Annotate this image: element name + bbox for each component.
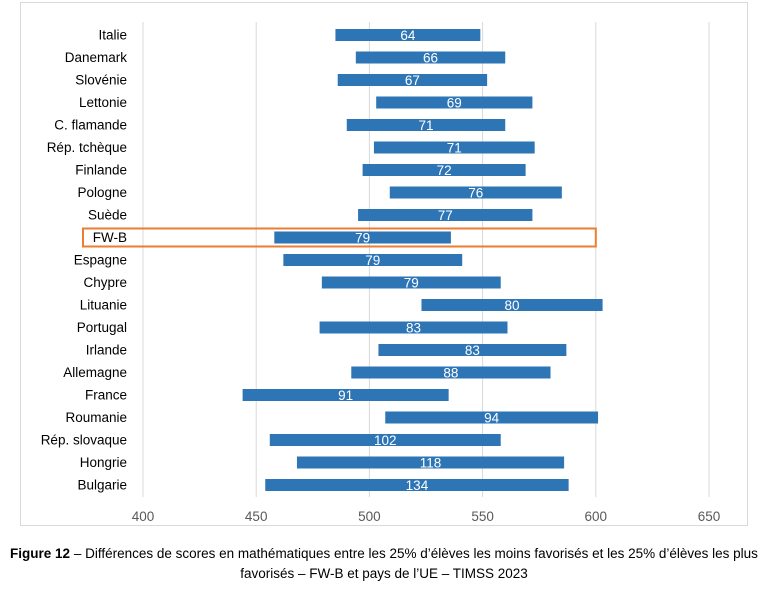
category-label: Bulgarie <box>77 478 127 493</box>
data-label: 71 <box>418 118 433 133</box>
bar <box>351 366 551 379</box>
data-label: 64 <box>400 28 416 43</box>
x-tick-label: 650 <box>698 509 721 524</box>
data-label: 67 <box>405 73 420 88</box>
bar <box>355 51 506 64</box>
figure-caption: Figure 12 – Différences de scores en mat… <box>0 544 768 584</box>
data-label: 71 <box>447 141 462 156</box>
bar <box>346 119 506 131</box>
bar <box>269 434 501 446</box>
data-label: 69 <box>447 96 462 111</box>
bar <box>321 276 501 289</box>
category-label: Rép. tchèque <box>47 140 127 155</box>
bar <box>242 389 449 401</box>
range-bar-chart: 400 450 500 550 600 650 Italie 64 Danemark 66 Slov… <box>41 22 721 524</box>
data-label: 66 <box>423 51 438 66</box>
chart-frame <box>20 2 748 526</box>
category-label: Lituanie <box>80 298 127 313</box>
highlight-box <box>82 227 597 248</box>
bar <box>283 254 463 266</box>
data-label: 79 <box>404 276 419 291</box>
category-label: Allemagne <box>63 365 127 380</box>
bar <box>376 96 533 109</box>
data-label: 76 <box>468 186 483 201</box>
bar <box>358 209 533 221</box>
data-label: 102 <box>374 433 397 448</box>
category-label: Suède <box>88 208 127 223</box>
category-label: Hongrie <box>80 455 127 470</box>
x-tick-label: 550 <box>471 509 494 524</box>
data-label: 77 <box>438 208 453 223</box>
category-label: FW-B <box>93 230 127 245</box>
category-label: Irlande <box>86 343 127 358</box>
x-tick-label: 450 <box>245 509 268 524</box>
figure-label: Figure 12 <box>10 546 71 561</box>
data-label: 79 <box>365 253 380 268</box>
category-label: Danemark <box>65 50 128 65</box>
data-label: 118 <box>420 456 442 471</box>
data-label: 91 <box>338 388 353 403</box>
data-label: 79 <box>355 231 370 246</box>
category-label: C. flamande <box>54 118 127 133</box>
data-label: 80 <box>505 298 520 313</box>
category-label: Lettonie <box>79 95 127 110</box>
bar <box>389 186 562 199</box>
bar <box>373 141 535 154</box>
figure-caption-text: – Différences de scores en mathématiques… <box>70 546 758 581</box>
category-label: Espagne <box>74 253 127 268</box>
category-label: Pologne <box>77 185 127 200</box>
category-label: Chypre <box>83 275 127 290</box>
category-label: France <box>85 388 127 403</box>
category-label: Finlande <box>75 163 127 178</box>
bar <box>378 344 567 356</box>
category-label: Portugal <box>77 320 127 335</box>
data-label: 72 <box>437 163 452 178</box>
bar <box>296 456 565 469</box>
data-label: 134 <box>406 478 429 493</box>
bar <box>265 479 569 491</box>
bar <box>421 299 603 311</box>
data-label: 83 <box>406 321 421 336</box>
data-label: 88 <box>443 366 458 381</box>
category-label: Roumanie <box>65 410 127 425</box>
bar <box>362 164 526 176</box>
data-label: 83 <box>465 343 480 358</box>
category-label: Rép. slovaque <box>41 433 127 448</box>
data-label: 94 <box>484 411 500 426</box>
bar <box>319 321 508 334</box>
category-label: Slovénie <box>75 73 127 88</box>
x-tick-label: 500 <box>358 509 381 524</box>
x-tick-label: 600 <box>585 509 608 524</box>
bar <box>274 231 451 244</box>
x-tick-label: 400 <box>132 509 155 524</box>
bar <box>335 29 481 41</box>
category-label: Italie <box>98 28 127 43</box>
bar <box>337 74 488 86</box>
bar <box>385 411 599 424</box>
